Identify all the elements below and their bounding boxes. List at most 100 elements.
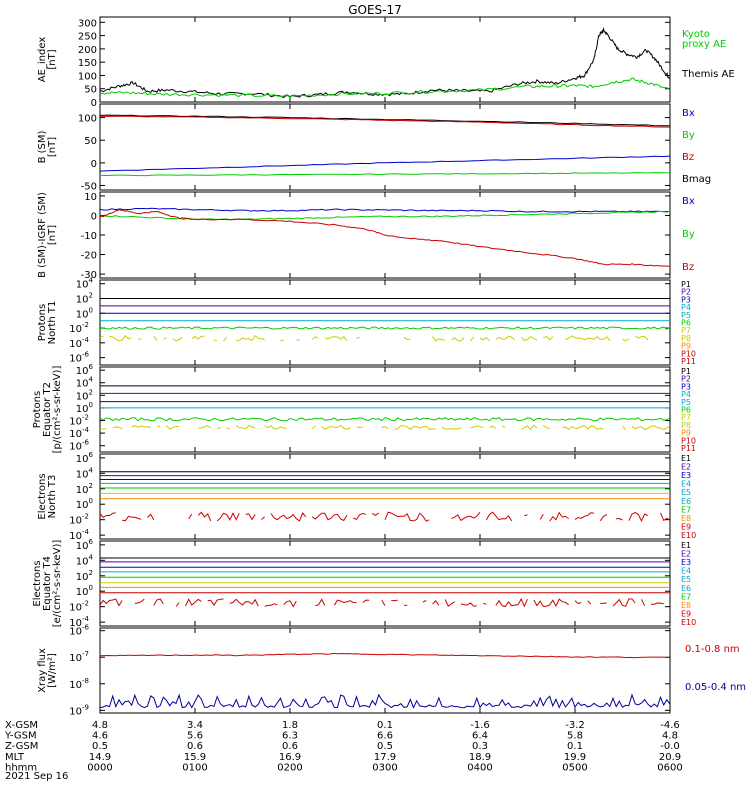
series-electrons-t3-7 bbox=[147, 513, 155, 521]
series-protons-t2-5 bbox=[112, 426, 123, 430]
footer-value: 15.9 bbox=[184, 752, 206, 763]
legend-protons-t1-p7: P7 bbox=[681, 326, 691, 335]
series-protons-t1-5 bbox=[223, 336, 228, 342]
legend-electrons-t4-e6: E6 bbox=[681, 584, 691, 593]
series-electrons-t4-8 bbox=[422, 600, 427, 603]
ytick-exponent: -8 bbox=[82, 677, 89, 685]
footer-value: 4.8 bbox=[92, 720, 108, 731]
ytick-exponent: 2 bbox=[89, 569, 93, 577]
series-electrons-t3-7 bbox=[549, 511, 569, 522]
series-protons-t2-5 bbox=[131, 424, 151, 428]
ylabel-protons-t2: Equator T2 bbox=[42, 382, 53, 437]
footer-label-hhmm: hhmm bbox=[5, 762, 37, 773]
legend-protons-t1-p1: P1 bbox=[681, 280, 691, 289]
series-electrons-t3-7 bbox=[311, 512, 348, 522]
series-electrons-t3-7 bbox=[451, 511, 481, 522]
legend-protons-t2-p10: P10 bbox=[681, 436, 696, 445]
footer-label-zgsm: Z-GSM bbox=[5, 741, 38, 752]
series-protons-t2-5 bbox=[394, 425, 436, 431]
series-protons-t2-5 bbox=[311, 425, 316, 430]
footer-value: 0200 bbox=[277, 762, 302, 773]
ytick-label-electrons-t3: 104 bbox=[76, 466, 94, 480]
series-bigrf-1 bbox=[100, 211, 670, 221]
series-xray-1 bbox=[100, 693, 670, 709]
ylabel-protons-t1: Protons bbox=[37, 304, 48, 341]
footer-value: -4.6 bbox=[660, 720, 680, 731]
legend-protons-t2-p3: P3 bbox=[681, 382, 691, 391]
legend-xray-0108nm: 0.1-0.8 nm bbox=[685, 644, 740, 655]
series-protons-t1-5 bbox=[432, 336, 446, 342]
series-electrons-t4-8 bbox=[264, 603, 278, 607]
series-electrons-t4-8 bbox=[185, 598, 202, 607]
footer-value: 6.6 bbox=[377, 731, 393, 742]
series-bsm-2 bbox=[100, 155, 670, 172]
legend-electrons-t3-e5: E5 bbox=[681, 488, 691, 497]
series-protons-t1-5 bbox=[451, 336, 465, 342]
legend-ae-proxyae: proxy AE bbox=[682, 39, 726, 50]
ytick-label-xray: 10-7 bbox=[69, 650, 89, 664]
series-protons-t2-5 bbox=[622, 425, 627, 430]
panel-frame-xray bbox=[99, 627, 671, 714]
footer-label-xgsm: X-GSM bbox=[5, 720, 38, 731]
series-bsm-1 bbox=[100, 115, 670, 128]
legend-ae-kyoto: Kyoto bbox=[682, 29, 710, 40]
series-protons-t2-5 bbox=[321, 424, 351, 430]
footer-ephemeris: X-GSM 4.8 3.4 1.8 0.1 -1.6 -3.2 -4.6 Y-GSM 4.6 5.6… bbox=[4, 720, 683, 782]
ytick-label-bigrf: -10 bbox=[81, 231, 97, 242]
ytick-exponent: 6 bbox=[89, 363, 94, 371]
footer-date: 2021 Sep 16 bbox=[5, 771, 68, 782]
footer-value: 17.9 bbox=[374, 752, 396, 763]
legend-ae-themisae: Themis AE bbox=[681, 69, 735, 80]
footer-value: -3.2 bbox=[565, 720, 585, 731]
ylabel-electrons-t4: Electrons bbox=[32, 560, 43, 606]
footer-value: 0100 bbox=[182, 762, 207, 773]
ytick-label-bsm: 50 bbox=[84, 136, 97, 147]
series-electrons-t4-8 bbox=[444, 599, 455, 607]
series-protons-t2-5 bbox=[166, 425, 180, 430]
ytick-label-bsm: 100 bbox=[78, 114, 97, 125]
footer-value: 0500 bbox=[562, 762, 587, 773]
series-protons-t1-5 bbox=[356, 336, 360, 339]
legend-protons-t2-p7: P7 bbox=[681, 413, 691, 422]
ytick-exponent: 0 bbox=[89, 401, 93, 409]
legend-electrons-t3-e6: E6 bbox=[681, 497, 691, 506]
footer-value: 1.8 bbox=[282, 720, 298, 731]
ytick-label-protons-t1: 10-2 bbox=[69, 321, 89, 335]
series-protons-t2-5 bbox=[441, 426, 462, 430]
series-electrons-t3-7 bbox=[245, 513, 256, 521]
series-electrons-t4-8 bbox=[333, 599, 357, 606]
series-protons-t2-5 bbox=[381, 426, 389, 430]
ytick-label-ae: 100 bbox=[78, 71, 97, 82]
ytick-exponent: -6 bbox=[82, 351, 90, 359]
series-protons-t1-5 bbox=[191, 335, 205, 340]
ytick-exponent: 4 bbox=[89, 466, 94, 474]
panel-frame-electrons-t4 bbox=[99, 540, 671, 627]
footer-label-mlt: MLT bbox=[5, 752, 25, 763]
ytick-exponent: -6 bbox=[82, 624, 90, 632]
ytick-label-electrons-t3: 100 bbox=[76, 497, 93, 511]
series-electrons-t4-8 bbox=[587, 600, 592, 605]
legend-electrons-t3-e10: E10 bbox=[681, 531, 696, 540]
footer-value: 0.5 bbox=[377, 741, 393, 752]
legend-bsm-by: By bbox=[682, 130, 695, 141]
footer-value: 5.8 bbox=[567, 731, 583, 742]
series-protons-t1-5 bbox=[470, 336, 475, 342]
ytick-label-electrons-t4: 102 bbox=[76, 569, 93, 583]
legend-electrons-t4-e3: E3 bbox=[681, 558, 691, 567]
series-protons-t1-5 bbox=[565, 335, 611, 341]
footer-value: 3.4 bbox=[187, 720, 203, 731]
footer-value: 4.8 bbox=[662, 731, 678, 742]
legend-bsm-bmag: Bmag bbox=[682, 174, 711, 185]
ytick-label-electrons-t4: 106 bbox=[76, 538, 94, 552]
series-electrons-t4-8 bbox=[134, 598, 145, 604]
ytick-exponent: -2 bbox=[82, 414, 89, 422]
ylabel-ae: AE_index bbox=[37, 37, 48, 83]
legend-protons-t1-p10: P10 bbox=[681, 349, 696, 358]
footer-value: -1.6 bbox=[470, 720, 490, 731]
series-electrons-t4-8 bbox=[460, 602, 477, 607]
ytick-exponent: 6 bbox=[89, 538, 94, 546]
series-electrons-t4-8 bbox=[432, 600, 440, 606]
ytick-label-ae: 300 bbox=[78, 18, 97, 29]
ytick-exponent: -2 bbox=[82, 513, 89, 521]
